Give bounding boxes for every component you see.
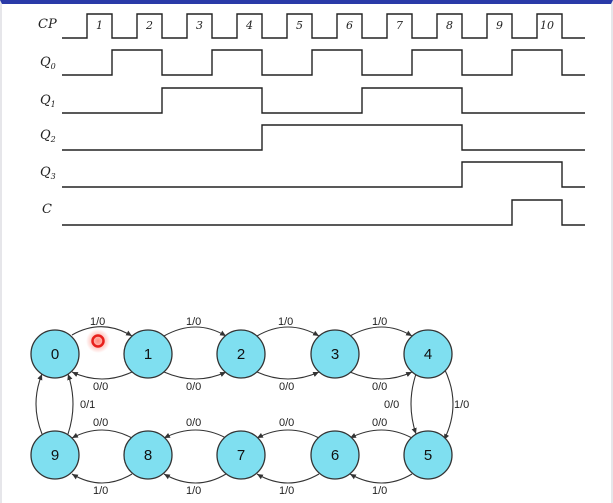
svg-text:0: 0 (51, 346, 59, 363)
edge-4-5-left (410, 373, 417, 435)
edge-8-9-bot (71, 473, 133, 484)
edge-label-4-5-left: 0/0 (384, 399, 399, 411)
edge-label-6-5-bot: 1/0 (372, 485, 387, 497)
state-nodes: 0 1 2 3 4 9 8 7 (30, 329, 453, 480)
edge-label-3-4-top: 1/0 (372, 316, 387, 328)
svg-text:6: 6 (331, 447, 339, 464)
edge-0-1-top (71, 326, 133, 337)
state-node-2: 2 (216, 329, 266, 379)
edge-6-7-top (256, 429, 320, 439)
edge-7-8-top (163, 429, 227, 439)
edge-label-0-1-top: 1/0 (90, 316, 105, 328)
state-node-3: 3 (310, 329, 360, 379)
edge-9-0-right (67, 373, 74, 435)
timing-diagram: CP Q0 Q1 Q2 Q3 C 1 2 3 4 5 6 7 8 9 10 (38, 13, 585, 226)
svg-text:2: 2 (237, 346, 245, 363)
pointer-cursor-icon (86, 329, 110, 353)
pulse-numbers: 1 2 3 4 5 6 7 8 9 10 (96, 19, 554, 32)
edge-0-1-bot (71, 371, 133, 380)
edge-label-8-7-top: 0/0 (186, 417, 201, 429)
q1-waveform (62, 87, 585, 114)
pulse-number: 4 (245, 19, 253, 32)
edge-7-8-bot (163, 473, 227, 484)
edge-label-3-4-bot: 0/0 (372, 381, 387, 393)
edge-1-2-bot (163, 371, 227, 380)
edge-4-5-right (443, 367, 454, 441)
edge-label-7-6-bot: 1/0 (279, 485, 294, 497)
cp-waveform (62, 13, 585, 39)
pulse-number: 1 (96, 19, 103, 32)
svg-text:1: 1 (144, 346, 152, 363)
state-node-5: 5 (403, 430, 453, 480)
edge-label-1-2-top: 1/0 (186, 316, 201, 328)
edge-label-4-5-right: 1/0 (454, 399, 469, 411)
pulse-number: 6 (346, 19, 353, 32)
svg-text:7: 7 (237, 447, 245, 464)
edge-5-6-top (349, 429, 413, 439)
svg-text:8: 8 (144, 447, 152, 464)
state-node-4: 4 (403, 329, 453, 379)
signal-label-q0: Q0 (40, 55, 56, 71)
edge-6-7-bot (256, 473, 320, 484)
edge-label-7-6-top: 0/0 (279, 417, 294, 429)
edge-label-9-8-top: 0/0 (93, 417, 108, 429)
edge-label-2-3-top: 1/0 (278, 316, 293, 328)
edge-labels: 1/0 1/0 1/0 1/0 0/0 0/0 0/0 0/0 1/0 0/0 … (80, 316, 469, 497)
edge-3-4-bot (349, 371, 413, 380)
state-node-1: 1 (123, 329, 173, 379)
edge-label-2-3-bot: 0/0 (279, 381, 294, 393)
q3-waveform (62, 161, 585, 188)
pulse-number: 3 (196, 19, 203, 32)
pulse-number: 7 (396, 19, 403, 32)
edge-3-4-top (349, 326, 413, 337)
state-node-8: 8 (123, 430, 173, 480)
pulse-number: 10 (540, 19, 554, 32)
svg-text:9: 9 (51, 447, 59, 464)
state-edges (35, 326, 454, 484)
pulse-number: 2 (145, 19, 153, 32)
edge-2-3-top (256, 326, 320, 337)
edge-2-3-bot (256, 371, 320, 380)
signal-label-q1: Q1 (40, 93, 56, 109)
c-waveform (62, 199, 585, 226)
pulse-number: 9 (496, 19, 503, 32)
state-node-9: 9 (30, 430, 80, 480)
q2-waveform (62, 124, 585, 151)
q0-waveform (62, 49, 585, 76)
signal-label-q3: Q3 (40, 165, 56, 181)
state-node-0: 0 (30, 329, 80, 379)
edge-5-6-bot (349, 473, 413, 484)
state-node-6: 6 (310, 430, 360, 480)
edge-label-9-8-bot: 1/0 (93, 485, 108, 497)
signal-label-q2: Q2 (40, 128, 56, 144)
state-node-7: 7 (216, 430, 266, 480)
edge-label-1-2-bot: 0/0 (186, 381, 201, 393)
edge-1-2-top (163, 326, 227, 337)
signal-label-cp: CP (38, 17, 57, 32)
pulse-number: 5 (296, 19, 303, 32)
edge-label-6-5-top: 0/0 (372, 417, 387, 429)
edge-label-9-0-right: 0/1 (80, 399, 95, 411)
edge-9-0-left (35, 373, 43, 435)
edge-label-8-7-bot: 1/0 (186, 485, 201, 497)
svg-text:5: 5 (424, 447, 432, 464)
svg-text:4: 4 (424, 346, 432, 363)
svg-text:3: 3 (331, 346, 339, 363)
signal-label-c: C (42, 202, 52, 217)
pulse-number: 8 (446, 19, 453, 32)
edge-label-0-1-bot: 0/0 (93, 381, 108, 393)
edge-8-9-top (71, 429, 133, 439)
